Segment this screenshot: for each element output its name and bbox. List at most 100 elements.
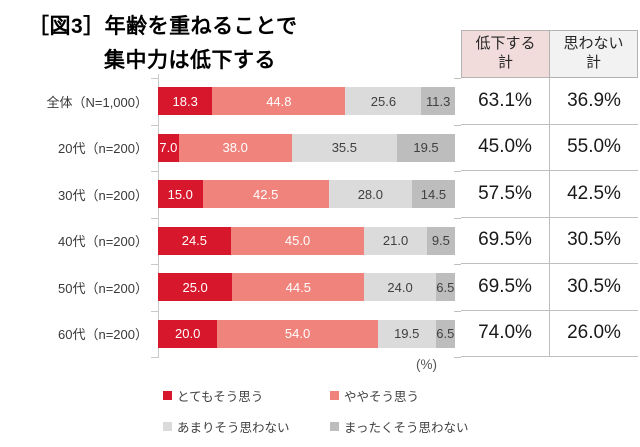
bar-track: 20.0 54.0 19.5 6.5 xyxy=(158,319,455,348)
bar-value-label: 42.5 xyxy=(253,186,279,202)
legend-swatch-icon xyxy=(330,422,339,431)
summary-value-cell: 30.5% xyxy=(550,264,638,311)
stacked-bar-chart: 全体（N=1,000） 18.3 44.8 25.6 11.3 20代（n=200） 7.0… xyxy=(0,78,455,357)
bar-segment: 21.0 xyxy=(364,226,427,255)
axis-tick xyxy=(151,310,159,312)
chart-row: 40代（n=200） 24.5 45.0 21.0 9.5 xyxy=(0,218,455,265)
bar-segment: 9.5 xyxy=(426,226,455,255)
bar-value-label: 15.0 xyxy=(167,186,193,202)
chart-row: 20代（n=200） 7.0 38.0 35.5 19.5 xyxy=(0,125,455,172)
category-label: 20代（n=200） xyxy=(58,141,148,157)
summary-value-cell: 45.0% xyxy=(461,124,550,171)
chart-row: 全体（N=1,000） 18.3 44.8 25.6 11.3 xyxy=(0,78,455,125)
summary-value-cell: 63.1% xyxy=(461,78,550,125)
axis-tick xyxy=(151,357,159,358)
bar-segment: 19.5 xyxy=(377,319,436,348)
bar-track: 15.0 42.5 28.0 14.5 xyxy=(158,180,455,209)
row-boundary-tick xyxy=(454,217,461,219)
bar-segment: 18.3 xyxy=(158,87,213,116)
bar-segment: 45.0 xyxy=(230,226,365,255)
summary-table-row: 74.0% 26.0% xyxy=(461,310,638,357)
bar-segment: 11.3 xyxy=(421,87,455,116)
bar-track: 25.0 44.5 24.0 6.5 xyxy=(158,273,455,302)
bar-value-label: 44.5 xyxy=(285,279,311,295)
bar-value-label: 11.3 xyxy=(426,93,451,109)
bar-segment: 44.8 xyxy=(212,87,346,116)
axis-tick xyxy=(151,264,159,265)
summary-table-header: 低下する 計思わない 計 xyxy=(461,30,638,78)
summary-value-cell: 57.5% xyxy=(461,171,550,218)
summary-value-cell: 30.5% xyxy=(550,218,638,264)
bar-value-label: 18.3 xyxy=(172,93,198,109)
row-boundary-tick xyxy=(454,124,461,126)
category-label: 30代（n=200） xyxy=(58,187,148,203)
bar-segment: 15.0 xyxy=(158,180,203,209)
bar-value-label: 45.0 xyxy=(284,233,311,249)
legend-label: まったくそう思わない xyxy=(344,421,469,435)
bar-segment: 6.5 xyxy=(435,273,455,302)
legend-item: あまりそう思わない xyxy=(163,417,330,436)
chart-title-line2: 集中力は低下する xyxy=(104,49,276,72)
summary-table-row: 63.1% 36.9% xyxy=(461,78,638,125)
bar-value-label: 19.5 xyxy=(413,140,439,156)
legend-swatch-icon xyxy=(163,391,172,400)
category-label: 60代（n=200） xyxy=(58,327,148,343)
bar-segment: 19.5 xyxy=(397,133,455,162)
axis-tick xyxy=(151,78,159,79)
bar-track: 18.3 44.8 25.6 11.3 xyxy=(158,87,455,116)
category-label: 50代（n=200） xyxy=(58,280,148,296)
chart-row: 60代（n=200） 20.0 54.0 19.5 6.5 xyxy=(0,311,455,358)
bar-segment: 35.5 xyxy=(291,133,398,162)
summary-header-cell: 思わない 計 xyxy=(550,30,638,78)
summary-value-cell: 36.9% xyxy=(550,78,638,125)
summary-value-cell: 55.0% xyxy=(550,125,638,171)
summary-value-cell: 42.5% xyxy=(550,171,638,218)
bar-segment: 24.0 xyxy=(364,273,436,302)
summary-header-cell: 低下する 計 xyxy=(461,30,550,78)
summary-table-row: 69.5% 30.5% xyxy=(461,217,638,264)
summary-table-row: 69.5% 30.5% xyxy=(461,264,638,311)
bar-segment: 24.5 xyxy=(158,226,231,255)
legend-item: とてもそう思う xyxy=(163,386,330,405)
bar-value-label: 28.0 xyxy=(357,186,383,202)
bar-track: 7.0 38.0 35.5 19.5 xyxy=(158,133,455,162)
bar-value-label: 44.8 xyxy=(266,93,292,109)
category-axis-line xyxy=(158,74,159,357)
legend-label: あまりそう思わない xyxy=(177,421,290,435)
summary-value-cell: 69.5% xyxy=(461,264,550,311)
bar-segment: 42.5 xyxy=(202,180,329,209)
legend-swatch-icon xyxy=(163,422,172,431)
legend-label: ややそう思う xyxy=(344,390,420,404)
bar-value-label: 6.5 xyxy=(436,279,455,295)
bar-value-label: 25.0 xyxy=(182,279,208,295)
bar-value-label: 6.5 xyxy=(436,326,455,342)
bar-value-label: 7.0 xyxy=(159,140,178,156)
chart-row: 30代（n=200） 15.0 42.5 28.0 14.5 xyxy=(0,171,455,218)
chart-legend: とてもそう思う ややそう思うあまりそう思わない まったくそう思わない xyxy=(163,386,510,436)
bar-value-label: 20.0 xyxy=(175,326,201,342)
bar-value-label: 38.0 xyxy=(222,140,248,156)
summary-value-cell: 74.0% xyxy=(461,310,550,357)
bar-value-label: 9.5 xyxy=(431,233,450,249)
summary-table-row: 45.0% 55.0% xyxy=(461,124,638,171)
bar-value-label: 54.0 xyxy=(284,326,311,342)
bar-segment: 28.0 xyxy=(328,180,412,209)
bar-value-label: 21.0 xyxy=(382,233,409,249)
bar-segment: 7.0 xyxy=(158,133,179,162)
legend-item: まったくそう思わない xyxy=(330,417,510,436)
legend-label: とてもそう思う xyxy=(177,390,264,404)
bar-track: 24.5 45.0 21.0 9.5 xyxy=(158,226,455,255)
bar-value-label: 35.5 xyxy=(331,140,357,156)
axis-tick xyxy=(151,217,159,219)
legend-swatch-icon xyxy=(330,391,339,400)
chart-title-line1: ［図3］年齢を重ねることで xyxy=(28,15,298,38)
bar-segment: 25.6 xyxy=(345,87,422,116)
category-label: 40代（n=200） xyxy=(58,234,148,250)
category-label: 全体（N=1,000） xyxy=(46,94,148,110)
bar-segment: 25.0 xyxy=(158,273,233,302)
summary-value-cell: 26.0% xyxy=(550,311,638,357)
axis-tick xyxy=(151,171,159,172)
bar-value-label: 24.5 xyxy=(181,233,208,249)
row-boundary-tick xyxy=(454,171,461,172)
